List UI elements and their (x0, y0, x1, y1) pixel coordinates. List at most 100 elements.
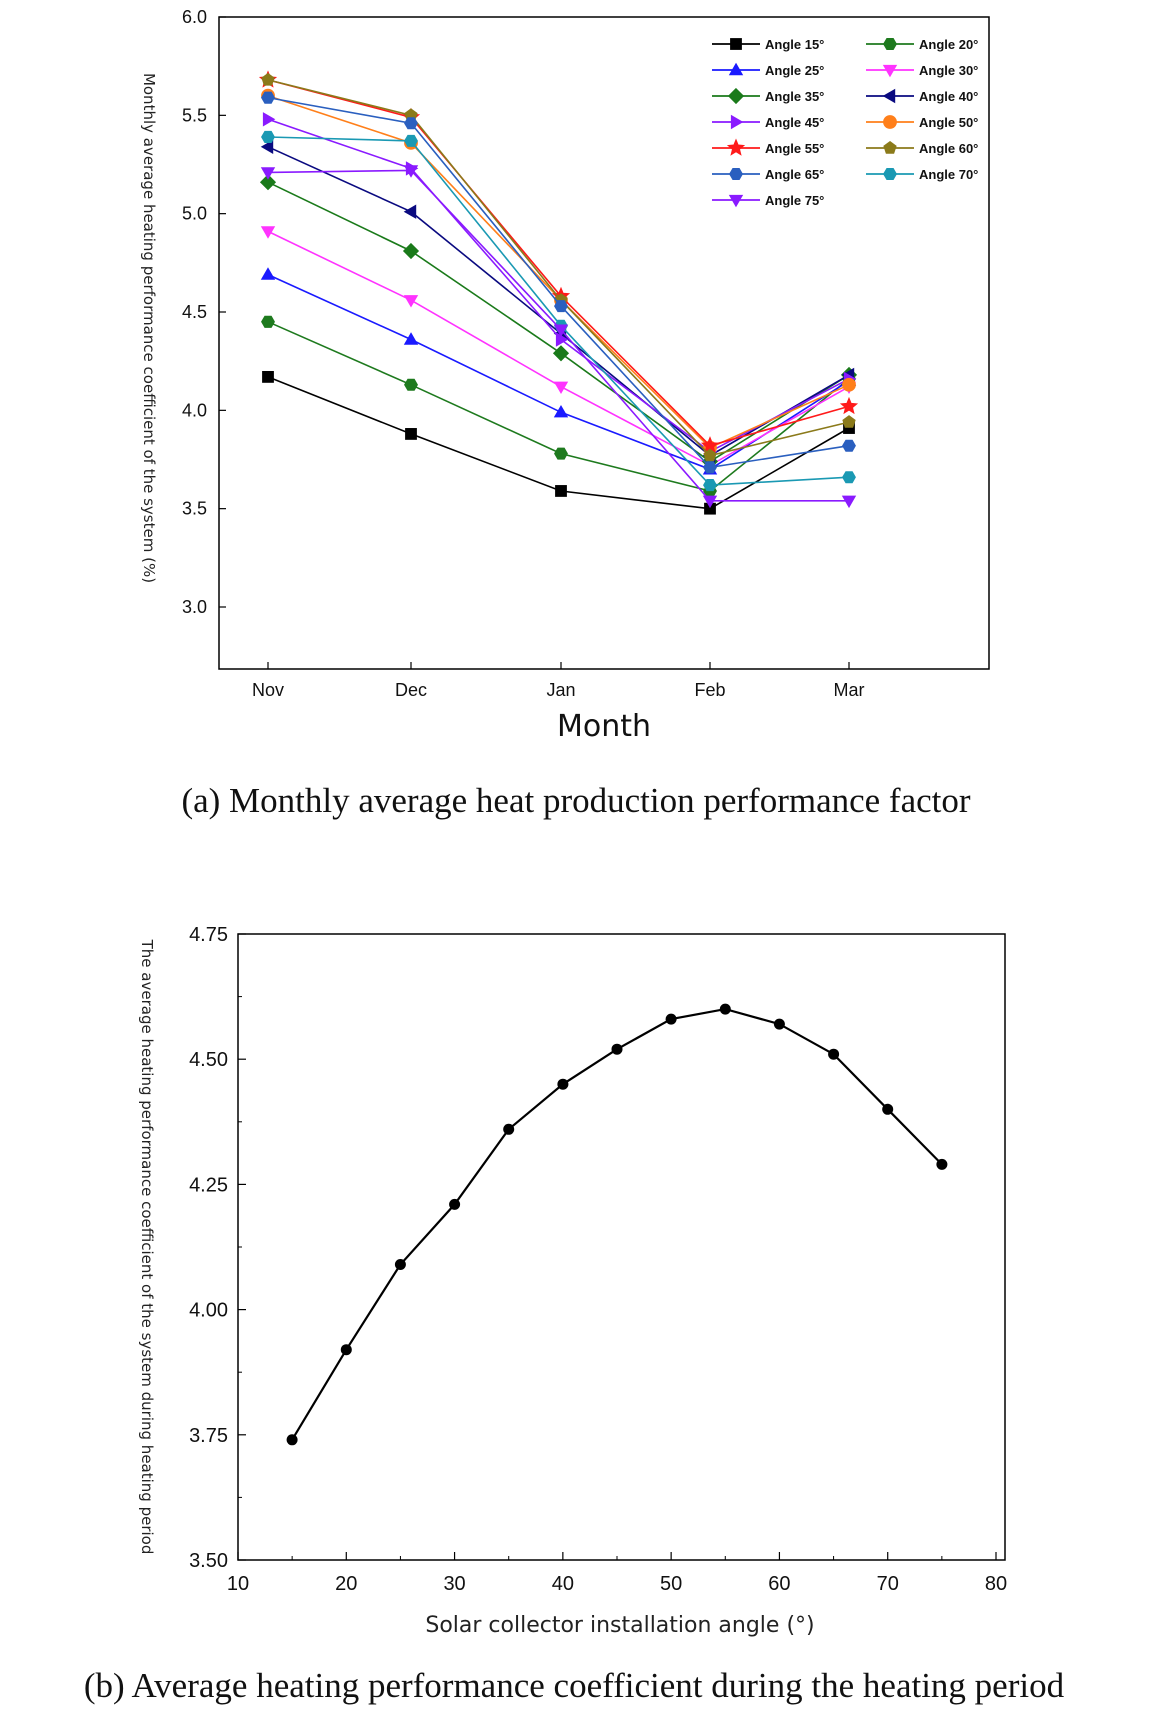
legend-entry: Angle 55° (712, 138, 824, 156)
data-point (611, 1043, 623, 1055)
series-line (267, 321, 850, 492)
data-point (702, 495, 718, 509)
chart-a-y-tick-label: 3.0 (182, 597, 207, 617)
data-point (554, 447, 568, 460)
chart-b-y-tick-label: 4.00 (189, 1300, 228, 1322)
data-point (555, 332, 569, 347)
legend-marker (730, 114, 744, 130)
data-point (703, 478, 717, 492)
chart-a-x-axis-label: Month (557, 709, 651, 744)
legend-entry: Angle 15° (712, 37, 824, 52)
chart-a-y-axis-label: Monthly average heating performance coef… (140, 73, 158, 583)
data-point (404, 134, 418, 147)
legend-marker (728, 194, 744, 208)
data-point (773, 1018, 785, 1030)
legend-marker (883, 38, 897, 50)
data-point (261, 91, 275, 104)
data-point (842, 415, 856, 428)
legend-marker (882, 64, 898, 78)
data-point (262, 112, 276, 127)
chart-a-x-tick-label: Feb (694, 680, 725, 700)
legend-label: Angle 40° (919, 89, 978, 104)
series-line (291, 1007, 943, 1441)
legend-marker (883, 167, 897, 181)
chart-a-y-tick-label: 5.0 (182, 204, 207, 224)
legend-entry: Angle 40° (866, 88, 978, 104)
data-point (261, 130, 275, 144)
series-angle-65 (261, 91, 856, 474)
data-point (553, 405, 569, 418)
legend-label: Angle 75° (765, 193, 824, 208)
legend-marker (883, 115, 897, 129)
data-point (555, 485, 567, 497)
data-point (842, 439, 856, 452)
data-point (842, 471, 856, 484)
chart-b-x-tick-label: 40 (552, 1573, 574, 1595)
legend-entry: Angle 25° (712, 62, 824, 78)
legend-entry: Angle 20° (866, 37, 978, 52)
legend-label: Angle 45° (765, 115, 824, 130)
chart-a-x-tick-label: Dec (395, 680, 427, 700)
chart-b-y-tick-label: 4.75 (189, 924, 228, 946)
legend-entry: Angle 75° (712, 193, 824, 208)
legend-entry: Angle 35° (712, 87, 824, 105)
chart-b-x-tick-label: 50 (660, 1573, 682, 1595)
chart-a-y-tick-label: 3.5 (182, 499, 207, 519)
data-point (260, 139, 274, 154)
chart-a-plot-frame (218, 16, 990, 670)
chart-b-x-tick-label: 70 (877, 1573, 899, 1595)
data-point (403, 332, 419, 345)
chart-b-x-ticks: 10 20 30 40 50 60 70 80 (227, 1552, 1007, 1595)
data-point (261, 315, 275, 328)
chart-b-x-tick-label: 10 (227, 1573, 249, 1595)
chart-b-series (286, 1003, 948, 1446)
data-point (552, 345, 570, 362)
legend-entry: Angle 45° (712, 114, 824, 130)
chart-a-y-tick-label: 4.5 (182, 302, 207, 322)
legend-marker (730, 38, 742, 50)
data-point (557, 1078, 569, 1090)
chart-a-y-tick-label: 5.5 (182, 105, 207, 125)
legend-label: Angle 20° (919, 37, 978, 52)
data-point (839, 396, 859, 415)
chart-b-x-tick-label: 20 (335, 1573, 357, 1595)
data-point (449, 1198, 461, 1210)
legend-entry: Angle 65° (712, 167, 824, 182)
data-point (260, 167, 276, 180)
legend-entry: Angle 60° (866, 141, 978, 156)
data-point (503, 1123, 515, 1135)
data-point (882, 1103, 894, 1115)
legend-marker (726, 138, 746, 156)
legend-entry: Angle 70° (866, 167, 978, 182)
chart-b-caption: (b) Average heating performance coeffici… (84, 1666, 1065, 1705)
chart-a: 3.0 3.5 4.0 4.5 5.0 5.5 6.0 Nov Dec Jan Feb Mar An… (140, 7, 990, 820)
chart-b: 3.50 3.75 4.00 4.25 4.50 4.75 10 20 30 40 50 60 70 8… (84, 924, 1065, 1705)
data-point (260, 267, 276, 280)
data-point (259, 174, 277, 191)
legend-label: Angle 50° (919, 115, 978, 130)
series-average (286, 1003, 948, 1446)
legend-marker (729, 167, 743, 181)
data-point (260, 226, 276, 239)
data-point (403, 165, 419, 178)
chart-a-x-tick-label: Nov (252, 680, 284, 700)
chart-a-legend: Angle 15° Angle 20° Angle 25° Angle 30° Angl… (706, 30, 986, 215)
legend-entry: Angle 30° (866, 63, 978, 78)
legend-label: Angle 65° (765, 167, 824, 182)
data-point (262, 370, 274, 383)
chart-b-y-tick-label: 4.25 (189, 1174, 228, 1196)
data-point (842, 377, 856, 392)
chart-b-x-tick-label: 80 (985, 1573, 1007, 1595)
data-point (553, 381, 569, 394)
chart-a-y-tick-label: 4.0 (182, 400, 207, 420)
chart-b-plot-frame (237, 933, 1006, 1561)
chart-a-caption: (a) Monthly average heat production perf… (181, 781, 970, 820)
legend-label: Angle 70° (919, 167, 978, 182)
chart-b-y-axis-label: The average heating performance coeffici… (138, 939, 156, 1555)
series-angle-75 (260, 165, 857, 509)
data-point (403, 295, 419, 308)
chart-b-y-tick-label: 4.50 (189, 1049, 228, 1071)
data-point (703, 461, 717, 474)
legend-label: Angle 30° (919, 63, 978, 78)
